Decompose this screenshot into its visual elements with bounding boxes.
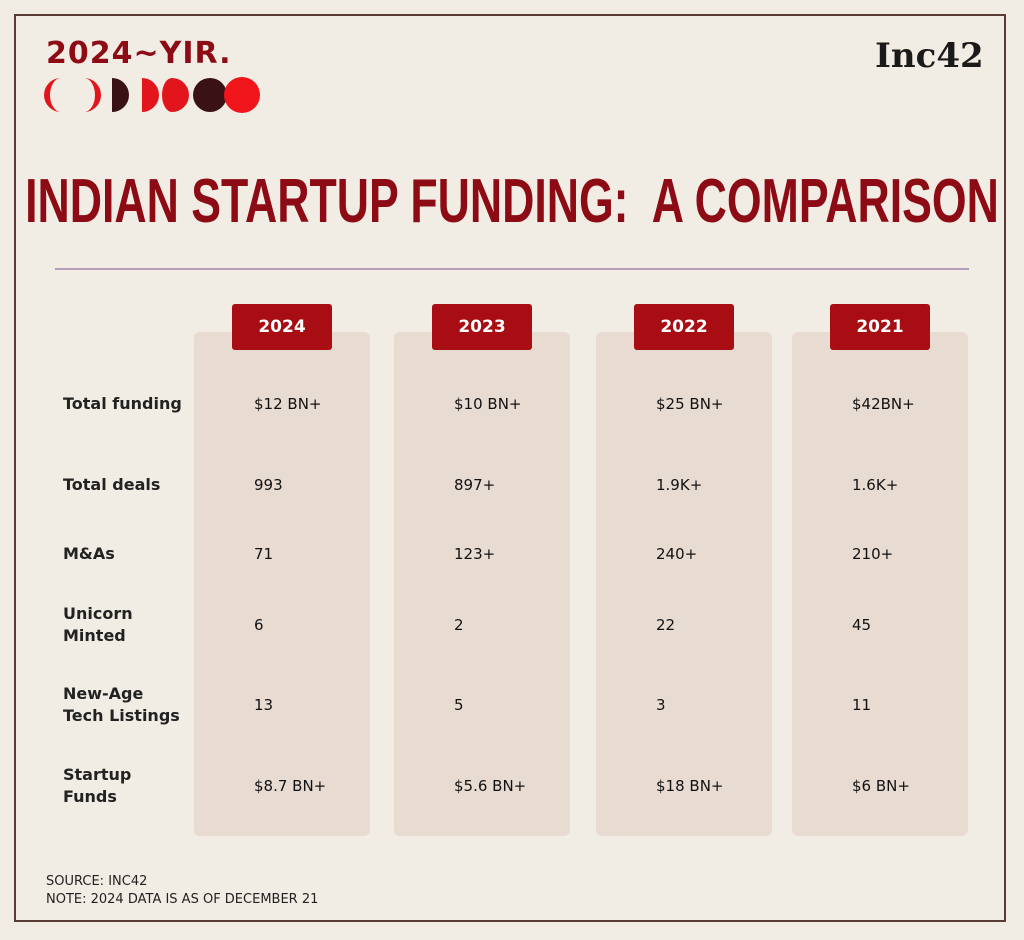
frame — [14, 14, 1006, 922]
note: NOTE: 2024 DATA IS AS OF DECEMBER 21 — [46, 892, 319, 907]
cell: 13 — [254, 696, 274, 714]
cell: 240+ — [656, 545, 698, 563]
logo: Inc42 — [875, 36, 984, 76]
cell: $25 BN+ — [656, 395, 724, 413]
divider — [55, 268, 969, 270]
row-label: M&As — [63, 544, 115, 563]
column-header: 2024 — [232, 304, 332, 350]
source: SOURCE: INC42 — [46, 874, 148, 889]
cell: 897+ — [454, 476, 496, 494]
column-panel — [792, 332, 968, 836]
column-header: 2022 — [634, 304, 734, 350]
cell: 3 — [656, 696, 666, 714]
cell: $12 BN+ — [254, 395, 322, 413]
cell: 2 — [454, 616, 464, 634]
column-panel — [194, 332, 370, 836]
badge: 2024~YIR. — [46, 36, 232, 71]
row-label: Total deals — [63, 475, 161, 494]
cell: 71 — [254, 545, 274, 563]
row-label: New-Age Tech Listings — [63, 684, 180, 725]
cell: $5.6 BN+ — [454, 777, 527, 795]
column-panel — [394, 332, 570, 836]
column-header: 2021 — [830, 304, 930, 350]
cell: $42BN+ — [852, 395, 915, 413]
cell: $6 BN+ — [852, 777, 910, 795]
cell: 123+ — [454, 545, 496, 563]
cell: 210+ — [852, 545, 894, 563]
cell: 22 — [656, 616, 676, 634]
cell: 993 — [254, 476, 283, 494]
moon-icons — [44, 77, 260, 113]
row-label: Unicorn Minted — [63, 604, 133, 645]
column-header: 2023 — [432, 304, 532, 350]
cell: 45 — [852, 616, 872, 634]
cell: 1.6K+ — [852, 476, 899, 494]
cell: 6 — [254, 616, 264, 634]
title: INDIAN STARTUP FUNDING: A COMPARISON — [25, 167, 999, 236]
cell: $18 BN+ — [656, 777, 724, 795]
cell: 11 — [852, 696, 872, 714]
cell: 1.9K+ — [656, 476, 703, 494]
row-label: Total funding — [63, 394, 182, 413]
cell: 5 — [454, 696, 464, 714]
cell: $10 BN+ — [454, 395, 522, 413]
cell: $8.7 BN+ — [254, 777, 327, 795]
row-label: Startup Funds — [63, 765, 132, 806]
column-panel — [596, 332, 772, 836]
